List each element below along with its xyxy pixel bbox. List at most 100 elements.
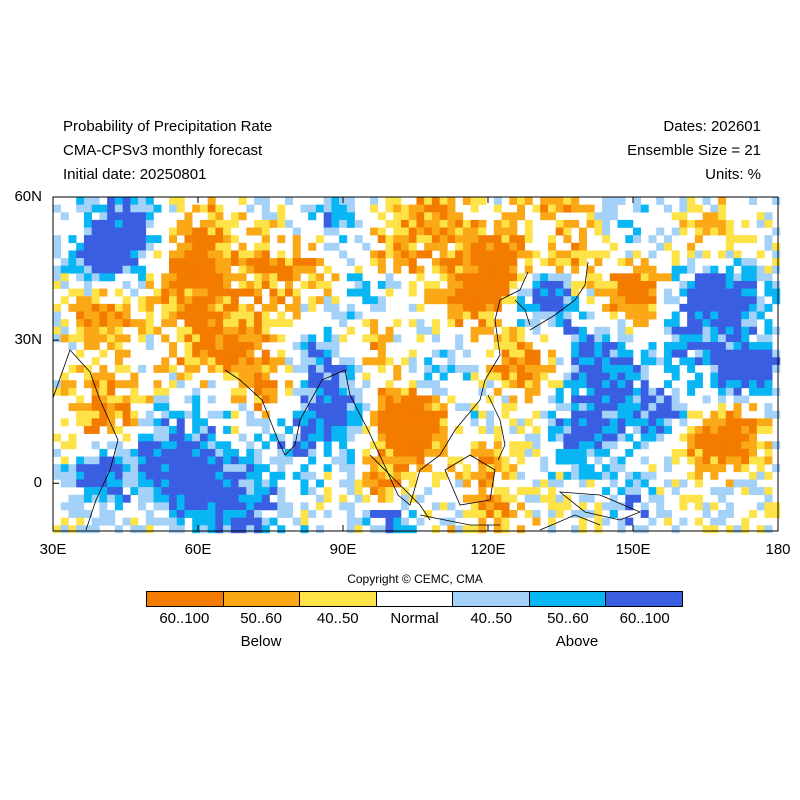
field-cell xyxy=(192,258,201,266)
field-cell xyxy=(246,265,255,274)
field-cell xyxy=(377,364,386,373)
field-cell xyxy=(671,395,680,404)
field-cell xyxy=(640,456,649,465)
field-cell xyxy=(199,303,208,312)
field-cell xyxy=(431,479,440,488)
field-cell xyxy=(741,349,750,358)
field-cell xyxy=(346,456,355,465)
field-cell xyxy=(640,303,649,312)
field-cell xyxy=(594,273,603,282)
field-cell xyxy=(663,326,672,335)
field-cell xyxy=(517,471,526,480)
field-cell xyxy=(416,494,425,503)
field-cell xyxy=(501,380,510,389)
field-cell xyxy=(663,296,672,305)
field-cell xyxy=(138,464,147,473)
field-cell xyxy=(285,387,294,396)
field-cell xyxy=(215,342,224,350)
field-cell xyxy=(339,204,348,213)
field-cell xyxy=(114,204,123,213)
field-cell xyxy=(169,265,178,274)
field-cell xyxy=(478,280,487,289)
field-cell xyxy=(439,441,448,450)
field-cell xyxy=(99,334,108,343)
field-cell xyxy=(408,456,417,465)
field-cell xyxy=(509,372,518,381)
field-cell xyxy=(633,288,642,297)
field-cell xyxy=(346,197,355,205)
field-cell xyxy=(393,387,402,396)
field-cell xyxy=(292,517,301,526)
field-cell xyxy=(447,502,456,511)
field-cell xyxy=(122,311,131,320)
field-cell xyxy=(625,296,634,305)
field-cell xyxy=(76,296,85,305)
field-cell xyxy=(547,479,556,488)
field-cell xyxy=(354,395,363,404)
java-coast xyxy=(419,514,500,526)
field-cell xyxy=(640,288,649,297)
field-cell xyxy=(656,494,665,503)
field-cell xyxy=(571,395,580,404)
field-cell xyxy=(470,326,479,335)
field-cell xyxy=(114,426,123,434)
field-cell xyxy=(756,502,765,511)
field-cell xyxy=(99,326,108,335)
field-cell xyxy=(138,418,147,427)
field-cell xyxy=(509,464,518,473)
field-cell xyxy=(277,311,286,320)
field-cell xyxy=(640,349,649,358)
field-cell xyxy=(76,502,85,511)
field-cell xyxy=(130,219,139,228)
field-cell xyxy=(385,464,394,473)
field-cell xyxy=(586,342,595,350)
field-cell xyxy=(679,479,688,488)
field-cell xyxy=(749,372,758,381)
field-cell xyxy=(671,258,680,266)
field-cell xyxy=(478,258,487,266)
field-cell xyxy=(192,464,201,473)
field-cell xyxy=(694,280,703,289)
field-cell xyxy=(694,448,703,457)
field-cell xyxy=(501,212,510,221)
field-cell xyxy=(393,464,402,473)
field-cell xyxy=(756,219,765,228)
field-cell xyxy=(563,319,572,328)
field-cell xyxy=(254,319,263,328)
field-cell xyxy=(261,326,270,335)
field-cell xyxy=(478,296,487,305)
field-cell xyxy=(555,311,564,320)
field-cell xyxy=(385,197,394,205)
field-cell xyxy=(694,288,703,297)
field-cell xyxy=(486,288,495,297)
field-cell xyxy=(91,296,100,305)
field-cell xyxy=(486,464,495,473)
field-cell xyxy=(416,403,425,412)
field-cell xyxy=(238,250,247,259)
field-cell xyxy=(710,433,719,442)
field-cell xyxy=(285,502,294,511)
field-cell xyxy=(184,250,193,259)
field-cell xyxy=(710,265,719,274)
field-cell xyxy=(138,448,147,457)
field-cell xyxy=(277,204,286,213)
field-cell xyxy=(524,433,533,442)
field-cell xyxy=(215,204,224,213)
field-cell xyxy=(339,418,348,427)
field-cell xyxy=(308,380,317,389)
field-cell xyxy=(609,303,618,312)
field-cell xyxy=(447,197,456,205)
field-cell xyxy=(53,235,62,244)
field-cell xyxy=(733,235,742,244)
field-cell xyxy=(571,242,580,251)
field-cell xyxy=(718,250,727,259)
field-cell xyxy=(91,525,100,534)
field-cell xyxy=(501,349,510,358)
legend-label: 50..60 xyxy=(240,610,282,627)
field-cell xyxy=(408,395,417,404)
field-cell xyxy=(718,448,727,457)
field-cell xyxy=(99,227,108,236)
field-cell xyxy=(68,364,77,373)
field-cell xyxy=(207,235,216,244)
field-cell xyxy=(362,242,371,251)
